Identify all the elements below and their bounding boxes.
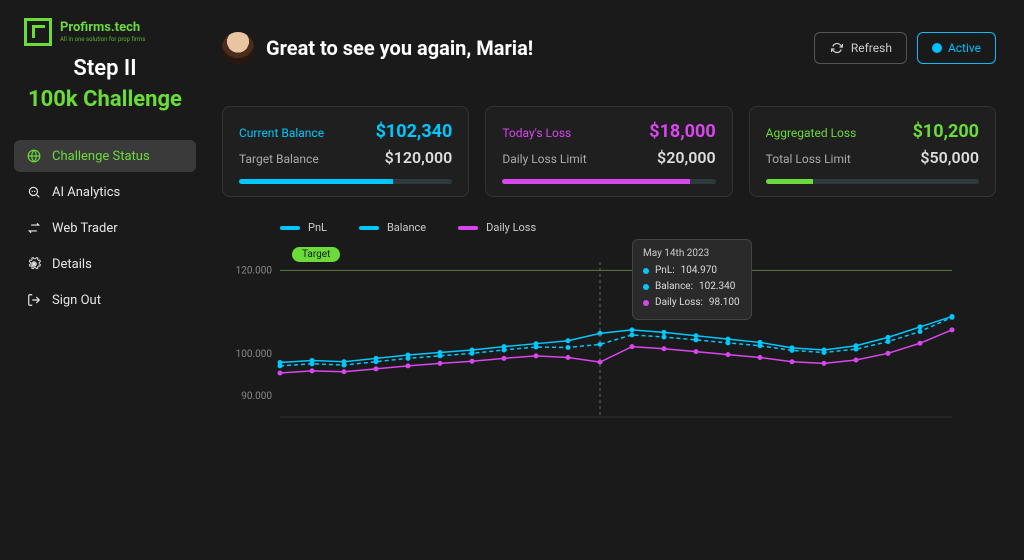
svg-text:90.000: 90.000 <box>241 391 272 402</box>
greeting-text: Great to see you again, Maria! <box>266 36 533 60</box>
metric-target-value: $50,000 <box>920 148 979 167</box>
sidebar-item-details[interactable]: Details <box>14 248 196 280</box>
main-content: Great to see you again, Maria! Refresh A… <box>210 0 1024 560</box>
metric-progress <box>766 179 979 184</box>
active-label: Active <box>948 41 981 55</box>
metric-label: Current Balance <box>239 126 324 140</box>
metric-value: $102,340 <box>376 121 453 142</box>
tooltip-dot-icon <box>643 268 649 274</box>
analytics-icon <box>26 184 42 200</box>
tooltip-value: 102.340 <box>699 279 735 295</box>
challenge-title: 100k Challenge <box>0 87 210 112</box>
metric-progress-fill <box>239 179 393 184</box>
step-label: Step II <box>0 56 210 81</box>
tooltip-dot-icon <box>643 284 649 290</box>
tooltip-dot-icon <box>643 300 649 306</box>
legend-swatch <box>280 226 300 230</box>
sidebar-item-label: Challenge Status <box>52 149 150 164</box>
tooltip-value: 98.100 <box>709 295 740 311</box>
chart-legend: PnL Balance Daily Loss <box>280 221 996 234</box>
refresh-icon <box>829 40 845 56</box>
tooltip-row: Daily Loss: 98.100 <box>643 295 741 311</box>
metric-card: Today's Loss $18,000 Daily Loss Limit $2… <box>485 106 732 197</box>
metric-label: Today's Loss <box>502 126 571 140</box>
chart-area: PnL Balance Daily Loss Target 120.000 100.0… <box>222 221 996 436</box>
sidebar-nav: Challenge Status AI Analytics Web Trader De… <box>0 140 210 316</box>
swap-icon <box>26 220 42 236</box>
metric-target-label: Daily Loss Limit <box>502 152 586 166</box>
globe-icon <box>26 148 42 164</box>
metric-card: Aggregated Loss $10,200 Total Loss Limit… <box>749 106 996 197</box>
svg-text:100.000: 100.000 <box>236 349 273 360</box>
sidebar-item-label: AI Analytics <box>52 185 120 200</box>
metric-card: Current Balance $102,340 Target Balance … <box>222 106 469 197</box>
metric-progress <box>502 179 715 184</box>
metric-cards: Current Balance $102,340 Target Balance … <box>222 106 996 197</box>
tooltip-row: PnL: 104.970 <box>643 263 741 279</box>
tooltip-label: PnL: <box>655 263 675 279</box>
legend-item: Daily Loss <box>458 221 536 234</box>
sidebar-item-ai-analytics[interactable]: AI Analytics <box>14 176 196 208</box>
gear-icon <box>26 256 42 272</box>
sidebar-item-label: Sign Out <box>52 293 101 308</box>
metric-target-value: $20,000 <box>657 148 716 167</box>
tooltip-label: Balance: <box>655 279 693 295</box>
chart-tooltip: May 14th 2023 PnL: 104.970Balance: 102.34… <box>632 239 752 320</box>
refresh-label: Refresh <box>851 41 892 55</box>
signout-icon <box>26 292 42 308</box>
avatar[interactable] <box>222 32 254 64</box>
metric-value: $18,000 <box>649 121 715 142</box>
sidebar-item-sign-out[interactable]: Sign Out <box>14 284 196 316</box>
metric-progress <box>239 179 452 184</box>
pnl-chart: 120.000 100.000 90.000 <box>222 242 962 432</box>
target-badge: Target <box>292 247 340 262</box>
legend-label: Daily Loss <box>486 221 536 234</box>
header: Great to see you again, Maria! Refresh A… <box>222 32 996 64</box>
tooltip-label: Daily Loss: <box>655 295 703 311</box>
refresh-button[interactable]: Refresh <box>814 32 907 64</box>
legend-label: PnL <box>308 221 327 234</box>
metric-target-value: $120,000 <box>385 148 453 167</box>
active-dot-icon <box>932 43 942 53</box>
tooltip-date: May 14th 2023 <box>643 248 741 259</box>
sidebar-item-challenge-status[interactable]: Challenge Status <box>14 140 196 172</box>
tooltip-value: 104.970 <box>681 263 717 279</box>
metric-label: Aggregated Loss <box>766 126 857 140</box>
brand-name: Profirms.tech <box>60 21 145 35</box>
sidebar-item-label: Details <box>52 257 92 272</box>
legend-label: Balance <box>387 221 426 234</box>
sidebar-item-web-trader[interactable]: Web Trader <box>14 212 196 244</box>
tooltip-row: Balance: 102.340 <box>643 279 741 295</box>
metric-progress-fill <box>766 179 813 184</box>
legend-item: PnL <box>280 221 327 234</box>
legend-item: Balance <box>359 221 426 234</box>
legend-swatch <box>359 226 379 230</box>
metric-progress-fill <box>502 179 690 184</box>
sidebar-item-label: Web Trader <box>52 221 118 236</box>
metric-value: $10,200 <box>913 121 979 142</box>
sidebar: Profirms.tech All in one solution for pr… <box>0 0 210 560</box>
legend-swatch <box>458 226 478 230</box>
svg-text:120.000: 120.000 <box>236 265 273 276</box>
metric-target-label: Target Balance <box>239 152 319 166</box>
brand: Profirms.tech All in one solution for pr… <box>0 18 210 46</box>
metric-target-label: Total Loss Limit <box>766 152 851 166</box>
active-status-button[interactable]: Active <box>917 32 996 64</box>
brand-tagline: All in one solution for prop firms <box>60 36 145 43</box>
brand-logo-icon <box>24 18 52 46</box>
